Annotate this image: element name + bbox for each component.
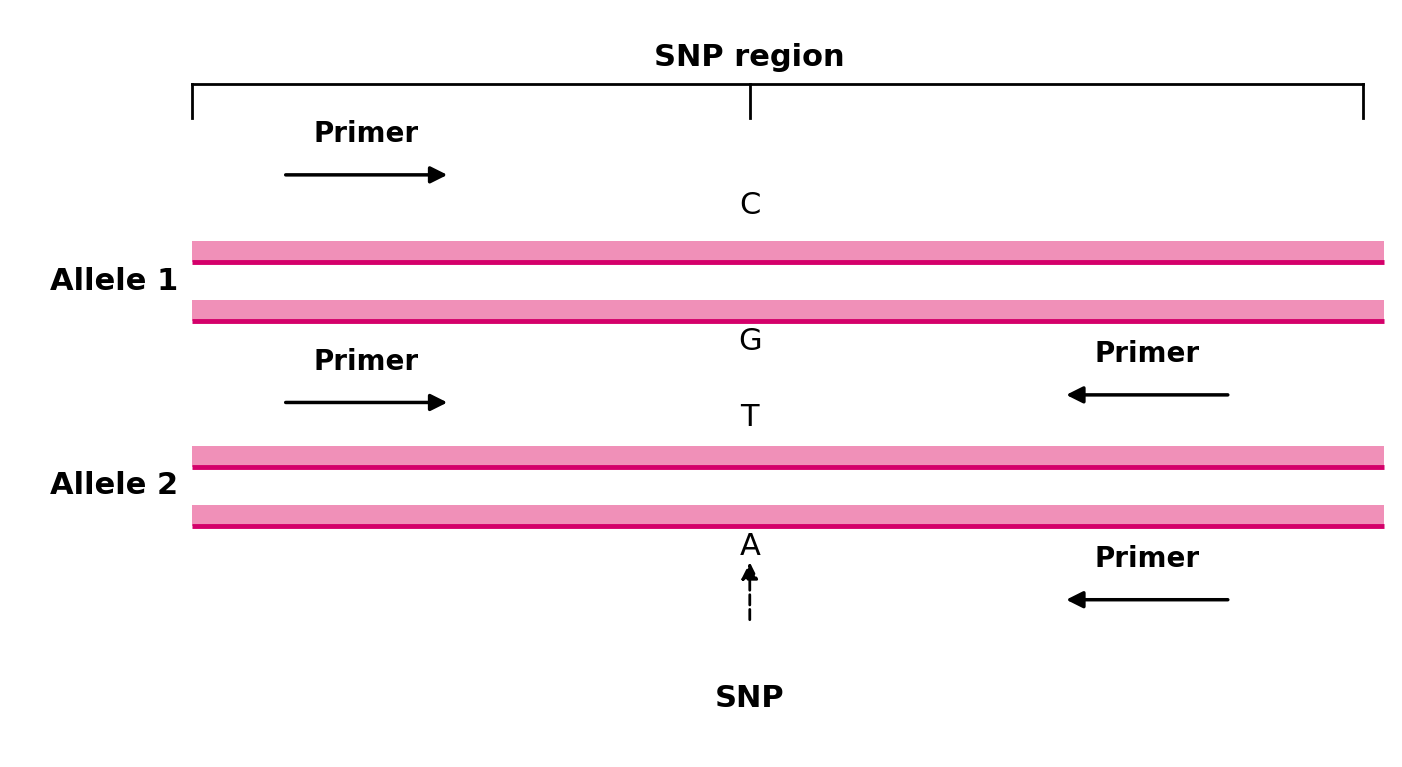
Text: T: T [740,403,758,432]
Text: Primer: Primer [1095,341,1200,368]
FancyBboxPatch shape [192,446,1384,467]
FancyBboxPatch shape [192,300,1384,321]
Text: G: G [737,328,761,357]
Text: SNP region: SNP region [655,44,845,72]
Text: Allele 2: Allele 2 [50,472,178,500]
Text: SNP: SNP [715,684,785,713]
Text: Primer: Primer [314,348,419,376]
Text: A: A [739,532,760,561]
Text: Allele 1: Allele 1 [50,267,178,295]
Text: Primer: Primer [314,120,419,148]
Text: C: C [739,191,760,219]
FancyBboxPatch shape [192,505,1384,526]
Text: Primer: Primer [1095,545,1200,573]
FancyBboxPatch shape [192,241,1384,262]
